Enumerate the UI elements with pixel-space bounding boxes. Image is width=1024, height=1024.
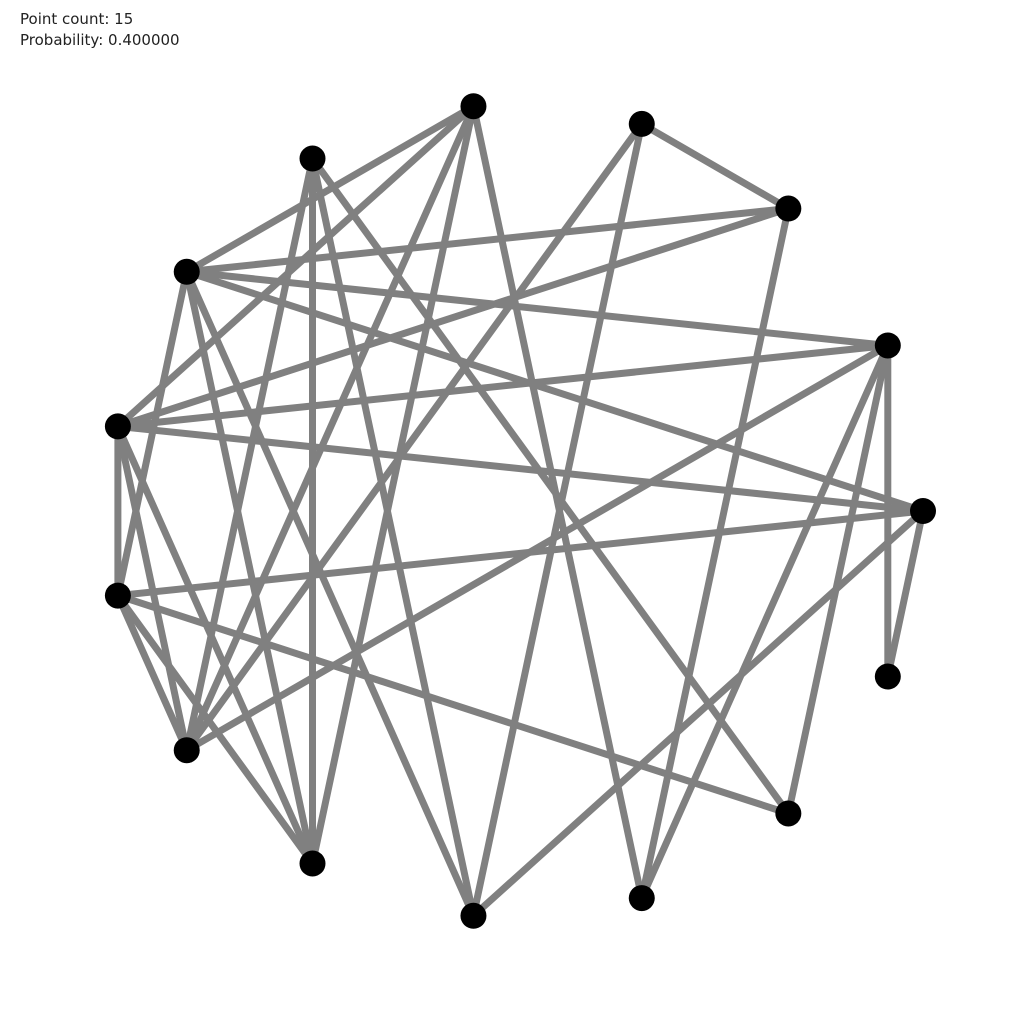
graph-node — [173, 258, 200, 285]
graph-node — [628, 110, 655, 137]
graph-nodes — [104, 93, 936, 929]
graph-edge — [114, 422, 191, 754]
graph-edge — [114, 592, 792, 817]
graph-edge — [183, 268, 927, 515]
graph-node — [874, 332, 901, 359]
graph-edge — [469, 507, 927, 920]
graph-node — [173, 737, 200, 764]
graph-node — [104, 582, 131, 609]
graph-edge — [309, 102, 477, 867]
graph-edge — [183, 102, 477, 276]
graph-edge — [114, 422, 316, 867]
info-overlay: Point count: 15 Probability: 0.400000 — [20, 9, 180, 51]
graph-edge — [309, 155, 792, 817]
graph-edge — [884, 507, 927, 681]
graph-edge — [638, 120, 792, 213]
graph-edge — [469, 102, 646, 902]
graph-node — [299, 850, 326, 877]
graph-edge — [183, 268, 477, 920]
graph-node — [460, 93, 487, 120]
graph-edge — [784, 341, 892, 817]
graph-edge — [183, 155, 316, 754]
graph-edges — [114, 102, 927, 920]
graph-node — [299, 145, 326, 172]
graph-node — [874, 663, 901, 690]
graph-edge — [114, 268, 191, 600]
point-count-label: Point count: 15 — [20, 10, 134, 28]
graph-edge — [183, 205, 792, 276]
graph-edge — [638, 341, 892, 902]
graph-edge — [469, 120, 646, 920]
graph-node — [104, 413, 131, 440]
graph-edge — [183, 268, 892, 349]
graph-node — [910, 498, 936, 524]
graph-edge — [183, 268, 316, 867]
graph-edge — [114, 102, 477, 430]
graph-edge — [114, 592, 191, 754]
graph-edge — [183, 102, 477, 754]
graph-node — [775, 195, 802, 222]
graph-node — [460, 902, 487, 929]
graph-edge — [183, 341, 892, 754]
graph-node — [775, 800, 802, 827]
graph-edge — [114, 592, 316, 867]
graph-edge — [114, 205, 792, 430]
graph-edge — [638, 205, 792, 902]
graph-node — [628, 885, 655, 912]
probability-label: Probability: 0.400000 — [20, 31, 180, 49]
